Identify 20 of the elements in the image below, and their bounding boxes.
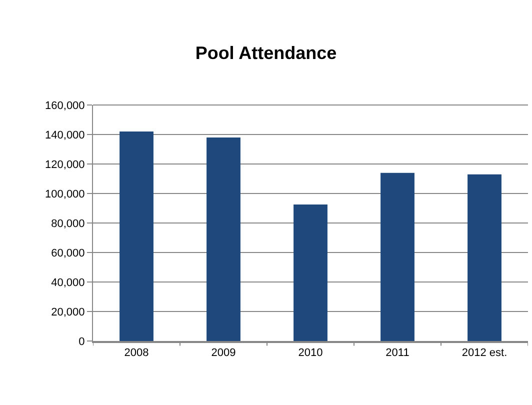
bar xyxy=(380,172,414,341)
x-tick-label: 2009 xyxy=(211,346,236,359)
y-tick-label: 140,000 xyxy=(45,129,85,142)
chart-title: Pool Attendance xyxy=(195,42,337,63)
x-tick-label: 2008 xyxy=(124,346,149,359)
y-tick-label: 60,000 xyxy=(51,247,85,260)
bar xyxy=(294,204,328,341)
x-tick-label: 2011 xyxy=(386,346,410,359)
y-tick-label: 120,000 xyxy=(45,158,85,171)
y-tick-label: 160,000 xyxy=(45,100,85,112)
bar xyxy=(468,174,502,341)
y-tick-label: 0 xyxy=(78,336,85,348)
y-tick-label: 100,000 xyxy=(45,188,85,200)
y-tick-label: 20,000 xyxy=(51,306,85,318)
y-tick-label: 80,000 xyxy=(51,218,85,230)
bar xyxy=(206,137,240,341)
y-tick-label: 40,000 xyxy=(51,276,85,289)
x-tick-label: 2010 xyxy=(298,346,323,359)
x-tick-label: 2012 est. xyxy=(462,346,508,359)
bar xyxy=(120,132,154,341)
